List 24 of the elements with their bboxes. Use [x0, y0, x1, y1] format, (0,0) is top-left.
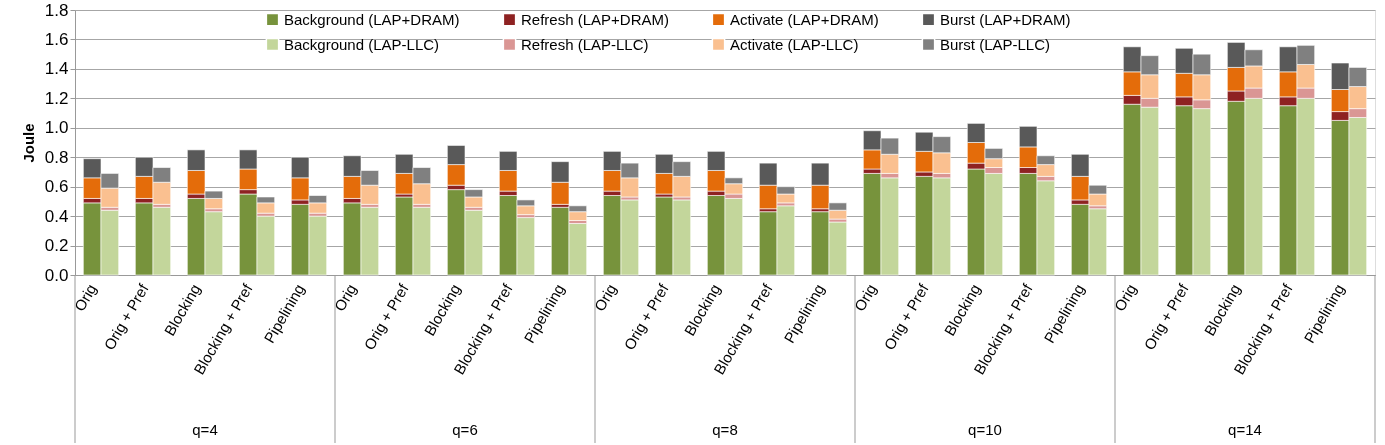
legend-label: Burst (LAP-LLC) — [940, 35, 1051, 53]
legend-label: Burst (LAP+DRAM) — [940, 10, 1071, 28]
legend-label: Activate (LAP+DRAM) — [730, 10, 879, 28]
y-tick-label: 0.4 — [44, 206, 69, 226]
y-tick-label: 1.8 — [44, 0, 69, 20]
text: q=8 — [712, 421, 738, 438]
y-tick-label: 0.6 — [44, 177, 69, 197]
text: q=10 — [968, 421, 1002, 438]
y-axis-title: Joule — [19, 123, 37, 163]
text: q=4 — [192, 421, 218, 438]
y-tick-label: 1.0 — [44, 118, 69, 138]
y-tick-label: 0.8 — [44, 147, 69, 167]
text: q=14 — [1228, 421, 1262, 438]
y-tick-label: 1.4 — [44, 59, 69, 79]
y-tick-label: 1.2 — [44, 88, 69, 108]
legend-label: Background (LAP-LLC) — [284, 35, 440, 53]
y-tick-label: 0.0 — [44, 265, 69, 285]
text: q=6 — [452, 421, 478, 438]
legend-label: Activate (LAP-LLC) — [730, 35, 859, 53]
legend-label: Background (LAP+DRAM) — [284, 10, 460, 28]
y-tick-label: 1.6 — [44, 29, 69, 49]
legend-label: Refresh (LAP-LLC) — [521, 35, 649, 53]
legend-label: Refresh (LAP+DRAM) — [521, 10, 669, 28]
y-tick-label: 0.2 — [44, 236, 69, 256]
